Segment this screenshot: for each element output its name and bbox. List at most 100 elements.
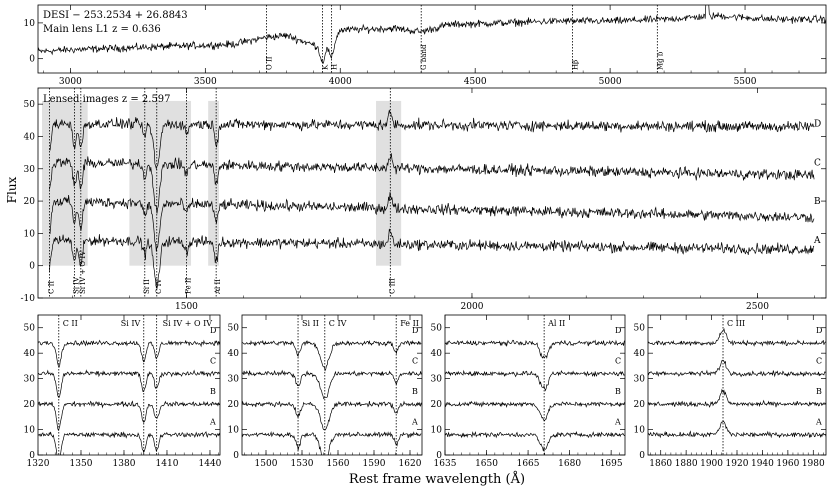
- chart-title: DESI − 253.2534 + 26.8843: [43, 10, 188, 21]
- x-tick-label: 1860: [649, 459, 672, 469]
- spectrum-line-A: [49, 228, 815, 290]
- line-label: Si II: [143, 279, 151, 294]
- spectrum-line-D: [648, 327, 826, 347]
- y-tick-label: 20: [228, 400, 240, 410]
- y-tick-label: 50: [634, 324, 646, 334]
- panel-zoom3: 1635 1650 1665 1680 1695 0 10 20 30 40 50 D C B A Al II: [431, 314, 626, 469]
- line-label: C IV: [155, 278, 163, 294]
- spectrum-line-D: [242, 339, 422, 372]
- spectrum-line-C: [445, 369, 625, 392]
- spectrum-line-C: [242, 369, 422, 400]
- x-tick-label: 1920: [726, 459, 749, 469]
- x-tick-label: 1530: [291, 459, 314, 469]
- y-tick-label: 40: [431, 349, 443, 359]
- spectrum-line-B: [445, 400, 625, 421]
- y-tick-label: 30: [228, 375, 240, 385]
- shaded-region: [208, 100, 220, 266]
- y-tick-label: 0: [29, 262, 35, 272]
- x-tick-label: 1665: [517, 459, 540, 469]
- spectrum-line-D: [38, 339, 220, 369]
- line-label: Si IV: [73, 276, 81, 294]
- line-label: C IV: [329, 319, 347, 328]
- series-label: A: [813, 236, 821, 246]
- panel-frame: [241, 314, 423, 456]
- spectrum-line-C: [38, 369, 220, 399]
- panel-zoom1: 1320 1350 1380 1410 1440 0 10 20 30 40 50 D C B A C II S…: [24, 314, 222, 469]
- y-tick-label: 10: [24, 229, 36, 239]
- series-label: D: [210, 326, 216, 335]
- chart-subtitle: Main lens L1 z = 0.636: [43, 24, 161, 35]
- series-label: A: [209, 417, 216, 426]
- series-label: B: [210, 387, 216, 396]
- spectrum-line-B: [38, 400, 220, 432]
- x-tick-label: 1650: [475, 459, 498, 469]
- plot-area-zoom4: [648, 315, 826, 455]
- spectrum-line-B: [648, 388, 826, 408]
- series-label: D: [814, 120, 821, 130]
- series-label: C: [615, 356, 621, 365]
- y-tick-label: 50: [431, 324, 443, 334]
- series-label: D: [412, 326, 418, 335]
- x-tick-label: 2500: [746, 302, 769, 312]
- y-tick-label: 40: [24, 132, 36, 142]
- x-tick-label: 1940: [751, 459, 774, 469]
- line-label: Si II: [302, 319, 319, 328]
- line-label: Si IV: [121, 319, 141, 328]
- line-label: Si IV + O IV: [79, 250, 87, 294]
- spectrum-line-C: [648, 359, 826, 378]
- y-tick-label: 20: [634, 400, 646, 410]
- line-label: Al II: [214, 279, 222, 295]
- y-tick-label: 20: [24, 197, 36, 207]
- x-tick-label: 1440: [199, 459, 222, 469]
- x-tick-label: 1560: [327, 459, 350, 469]
- line-label: Fe II: [184, 277, 192, 294]
- spectrum-line-D: [49, 109, 815, 170]
- x-tick-label: 5500: [734, 77, 757, 87]
- x-tick-label: 3500: [194, 77, 217, 87]
- y-tick-label: 0: [29, 451, 35, 461]
- x-tick-label: 1960: [776, 459, 799, 469]
- y-tick-label: 10: [24, 426, 36, 436]
- y-tick-label: 40: [634, 349, 646, 359]
- chart-title: Lensed images z = 2.597: [43, 94, 171, 105]
- spectrum-line-A: [242, 431, 422, 455]
- y-tick-label: 0: [233, 451, 239, 461]
- x-tick-label: 1500: [255, 459, 278, 469]
- x-tick-label: 1900: [700, 459, 723, 469]
- plot-area-zoom3: [445, 315, 625, 455]
- spectrum-line-A: [445, 430, 625, 452]
- spectrum-line-B: [49, 192, 815, 252]
- spectrum-line-C: [49, 153, 815, 214]
- series-label: A: [815, 417, 822, 426]
- plot-area-zoom1: [38, 315, 220, 455]
- x-tick-label: 1410: [156, 459, 179, 469]
- series-label: C: [816, 356, 822, 365]
- line-label: H: [331, 64, 339, 70]
- y-tick-label: 30: [24, 165, 36, 175]
- x-tick-label: 1680: [558, 459, 581, 469]
- x-tick-label: 1380: [113, 459, 136, 469]
- y-tick-label: 20: [24, 400, 36, 410]
- y-tick-label: 0: [436, 451, 442, 461]
- plot-area-top: [38, 5, 826, 73]
- spectrum-line-D: [445, 339, 625, 359]
- line-label: Mg b: [656, 51, 664, 70]
- spectrum-line-A: [648, 420, 826, 439]
- x-tick-label: 4000: [329, 77, 352, 87]
- line-label: O II: [266, 56, 274, 70]
- y-axis-label: Flux: [5, 176, 19, 203]
- line-label: G band: [420, 44, 428, 70]
- series-label: B: [615, 387, 621, 396]
- y-tick-label: -10: [21, 294, 36, 304]
- y-tick-label: 50: [24, 324, 36, 334]
- series-label: D: [615, 326, 621, 335]
- y-tick-label: 50: [24, 100, 36, 110]
- x-tick-label: 1620: [399, 459, 422, 469]
- x-tick-label: 1320: [27, 459, 50, 469]
- plot-area-middle: [49, 88, 815, 298]
- plot-area-zoom2: [242, 315, 422, 455]
- y-tick-label: 20: [431, 400, 443, 410]
- series-label: D: [816, 326, 822, 335]
- x-tick-label: 5000: [599, 77, 622, 87]
- x-tick-label: 1500: [175, 302, 198, 312]
